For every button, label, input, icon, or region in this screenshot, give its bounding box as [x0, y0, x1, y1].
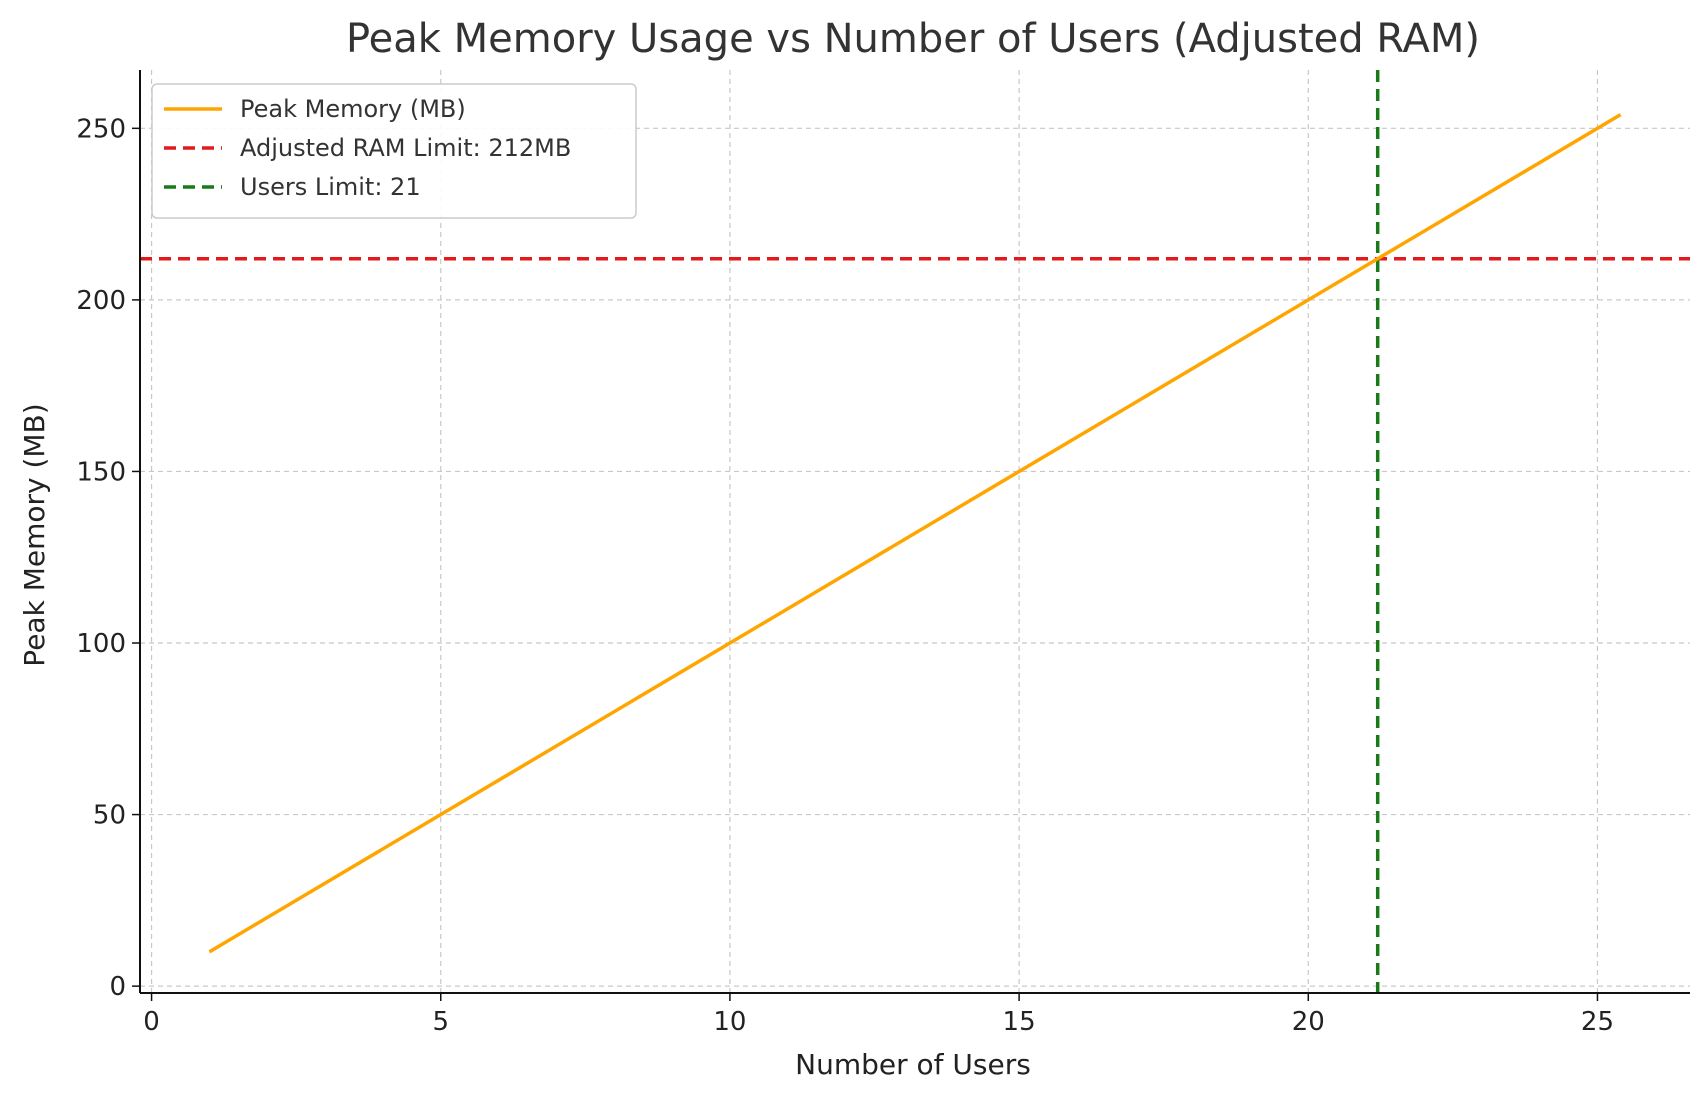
chart-title: Peak Memory Usage vs Number of Users (Ad… [346, 16, 1480, 62]
legend-label-ram-limit: Adjusted RAM Limit: 212MB [240, 134, 571, 162]
y-tick-label: 100 [76, 629, 126, 659]
x-tick-label: 0 [143, 1007, 160, 1037]
x-tick-label: 15 [1003, 1007, 1036, 1037]
reference-lines [140, 70, 1690, 993]
y-tick-label: 0 [109, 972, 126, 1002]
y-tick-label: 250 [76, 114, 126, 144]
grid-layer [140, 70, 1690, 993]
y-tick-label: 50 [93, 801, 126, 831]
y-tick-label: 150 [76, 457, 126, 487]
x-tick-label: 25 [1581, 1007, 1614, 1037]
legend-label-peak-memory: Peak Memory (MB) [240, 95, 466, 123]
y-axis-label: Peak Memory (MB) [18, 403, 51, 666]
x-tick-label: 20 [1292, 1007, 1325, 1037]
x-tick-label: 10 [713, 1007, 746, 1037]
y-tick-label: 200 [76, 286, 126, 316]
legend-label-users-limit: Users Limit: 21 [240, 173, 421, 201]
x-axis-label: Number of Users [795, 1048, 1031, 1081]
legend: Peak Memory (MB) Adjusted RAM Limit: 212M… [151, 83, 637, 219]
series-layer [208, 113, 1622, 954]
legend-box [151, 83, 637, 219]
peak-memory-line [208, 113, 1622, 954]
x-tick-label: 5 [432, 1007, 449, 1037]
axes-layer [139, 70, 1690, 994]
